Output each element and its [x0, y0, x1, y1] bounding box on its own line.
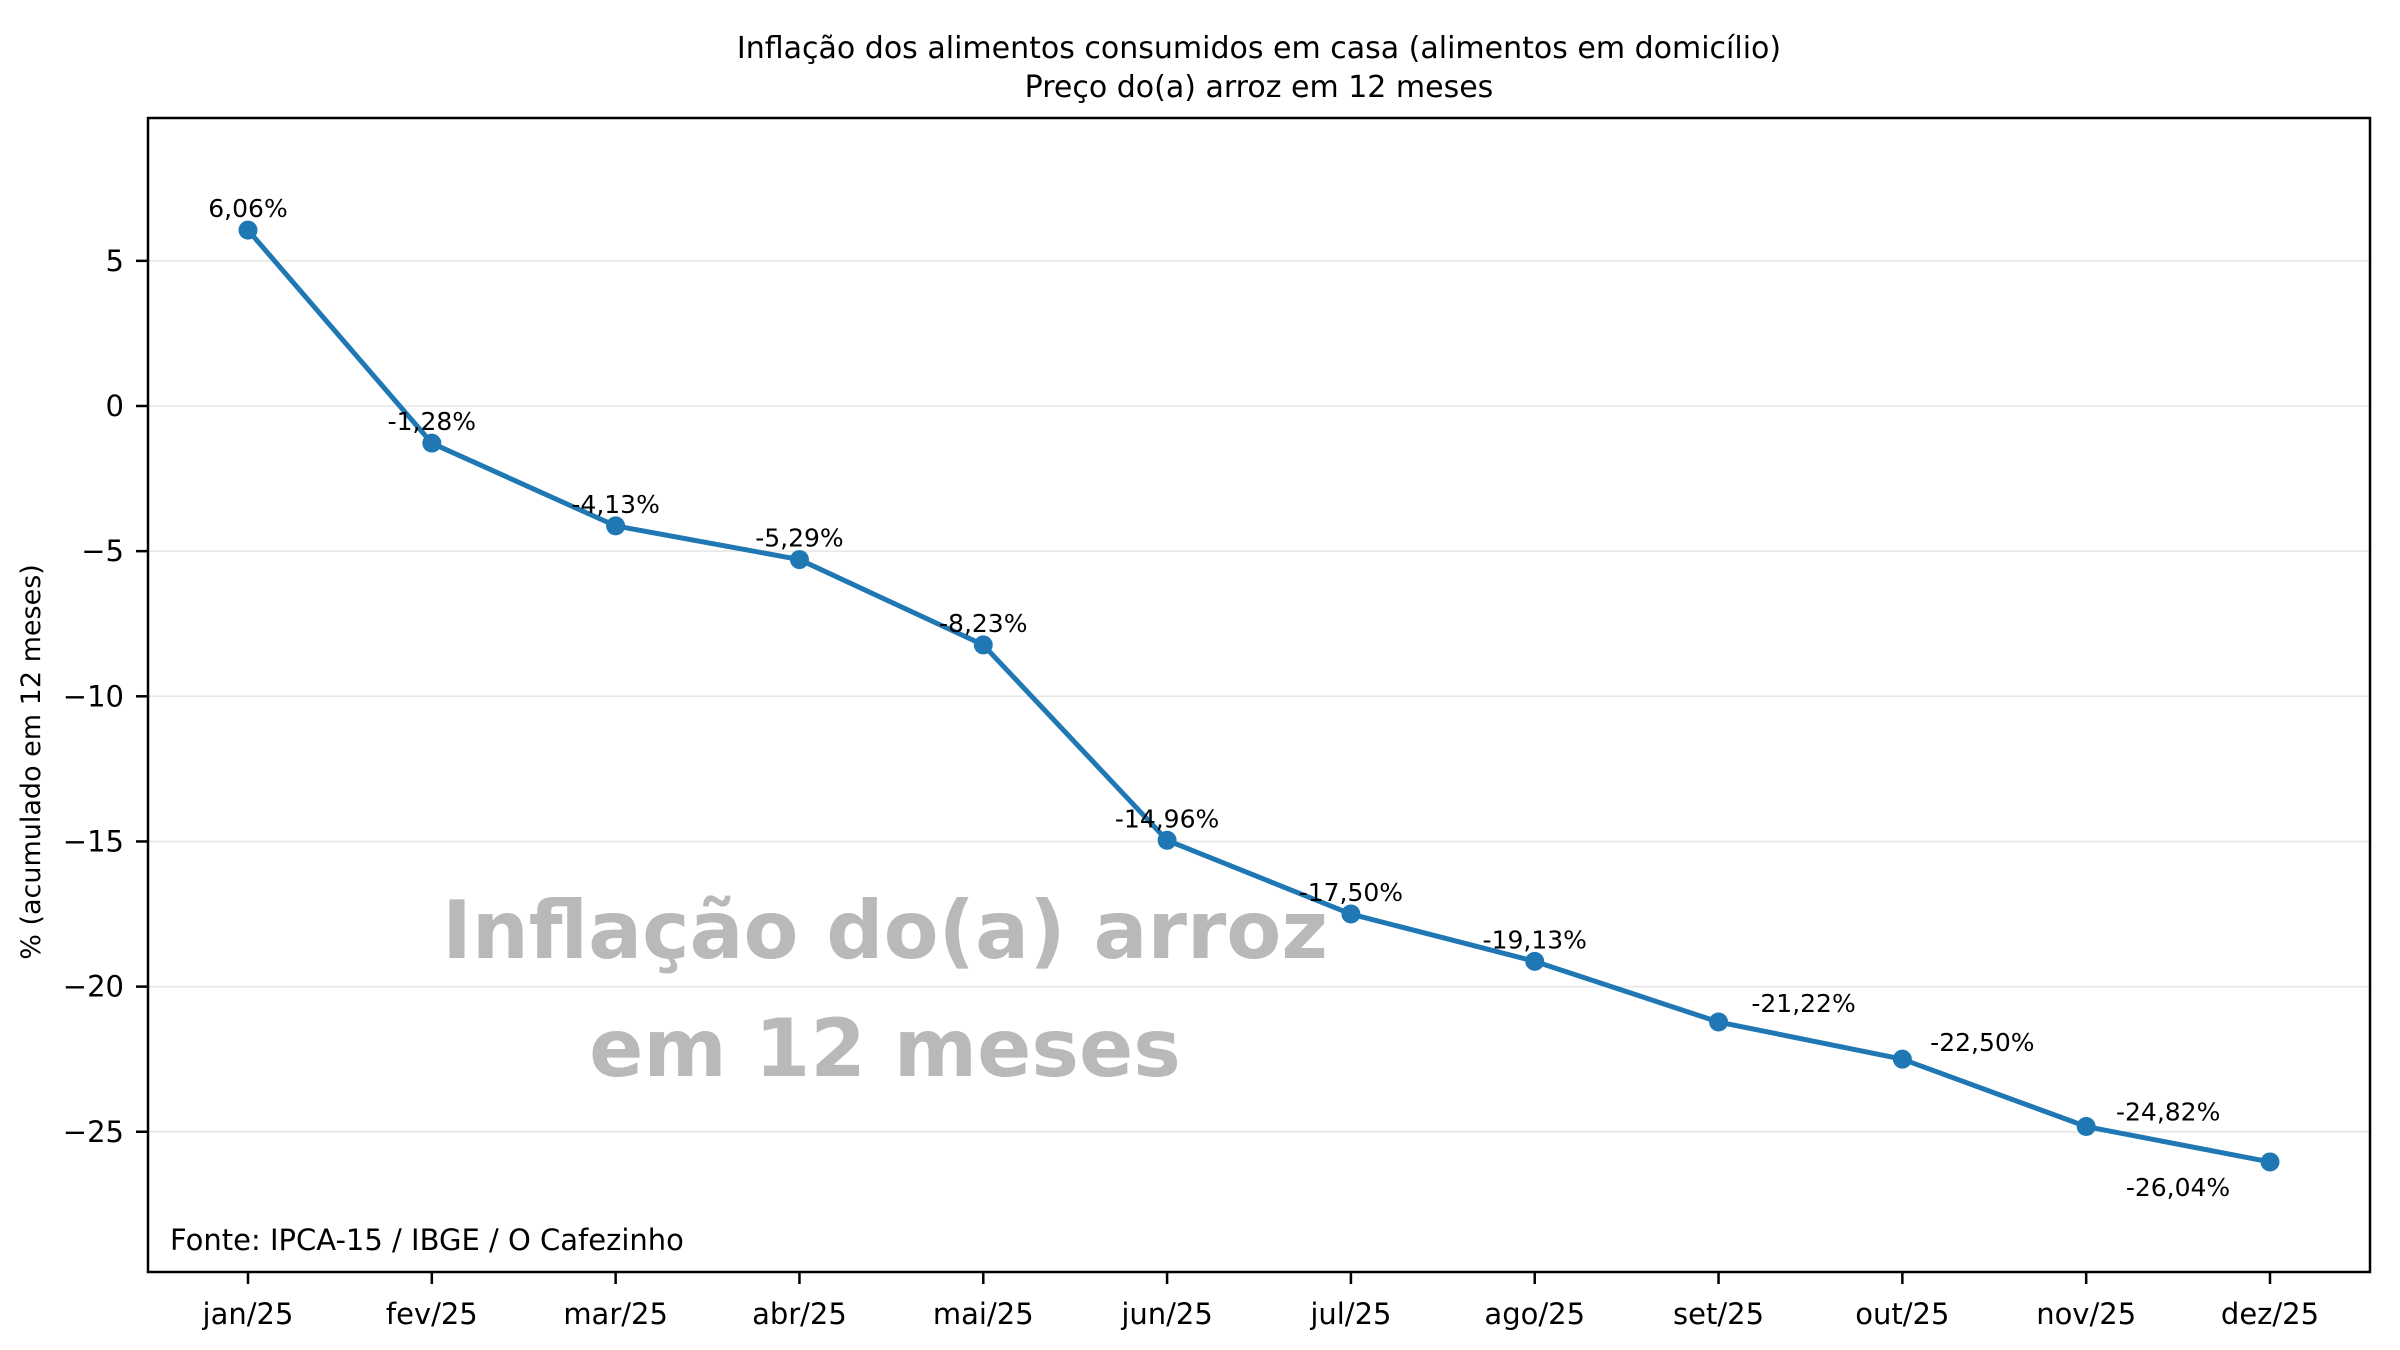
- data-point: [1892, 1049, 1912, 1069]
- data-point-label: -17,50%: [1299, 878, 1403, 907]
- data-line: [245, 227, 2273, 1165]
- x-tick-label: abr/25: [752, 1297, 847, 1331]
- watermark-line-1: Inflação do(a) arroz: [442, 884, 1328, 977]
- watermark-line-2: em 12 meses: [589, 1002, 1181, 1095]
- x-tick-label: fev/25: [386, 1297, 478, 1331]
- data-point-label: -19,13%: [1483, 925, 1587, 954]
- data-point: [789, 550, 809, 570]
- data-point-label: -24,82%: [2116, 1098, 2220, 1127]
- data-point-label: -22,50%: [1930, 1028, 2034, 1057]
- y-tick-label: 5: [106, 244, 124, 278]
- plot-border: [146, 116, 2372, 1274]
- data-point: [1709, 1012, 1729, 1032]
- x-tick-label: mar/25: [563, 1297, 668, 1331]
- data-point: [1525, 951, 1545, 971]
- x-tick-label: set/25: [1673, 1297, 1764, 1331]
- data-point: [1341, 904, 1361, 924]
- y-tick-label: −20: [63, 970, 124, 1004]
- x-tick-label: out/25: [1855, 1297, 1949, 1331]
- grid-layer: 5 0 −5 −10 −15 −20 −25 jan/25 fev/25 mar/25 abr/25…: [63, 116, 2372, 1331]
- series-layer: 6,06% -1,28% -4,13% -5,29% -8,23% -14,96% -17,…: [208, 194, 2280, 1202]
- y-tick-label: −5: [81, 534, 124, 568]
- data-point: [606, 516, 626, 536]
- data-point-label: -26,04%: [2126, 1173, 2230, 1202]
- y-tick-label: 0: [106, 389, 124, 423]
- x-tick-label: mai/25: [933, 1297, 1034, 1331]
- x-tick-label: ago/25: [1484, 1297, 1585, 1331]
- chart-title: Inflação dos alimentos consumidos em cas…: [737, 31, 1781, 66]
- x-tick-label: jun/25: [1120, 1297, 1213, 1331]
- data-point: [422, 433, 442, 453]
- y-tick-label: −15: [63, 824, 124, 858]
- data-point-label: -1,28%: [388, 407, 476, 436]
- x-tick-label: jul/25: [1309, 1297, 1391, 1331]
- y-tick-label: −25: [63, 1115, 124, 1149]
- data-point-label: -8,23%: [939, 609, 1027, 638]
- data-point: [2076, 1117, 2096, 1137]
- data-point-label: -21,22%: [1751, 989, 1855, 1018]
- data-point-label: -4,13%: [571, 490, 659, 519]
- chart-subtitle: Preço do(a) arroz em 12 meses: [1025, 70, 1494, 105]
- data-point: [1157, 830, 1177, 850]
- x-tick-label: jan/25: [202, 1297, 294, 1331]
- x-tick-label: dez/25: [2221, 1297, 2319, 1331]
- source-note: Fonte: IPCA-15 / IBGE / O Cafezinho: [170, 1223, 684, 1257]
- data-point-label: 6,06%: [208, 194, 287, 223]
- data-point-label: -5,29%: [755, 524, 843, 553]
- data-point-label: -14,96%: [1115, 804, 1219, 833]
- data-point: [238, 220, 258, 240]
- y-tick-label: −10: [63, 679, 124, 713]
- data-point: [2260, 1152, 2280, 1172]
- y-axis-label: % (acumulado em 12 meses): [16, 564, 47, 960]
- x-tick-label: nov/25: [2036, 1297, 2136, 1331]
- data-point: [973, 635, 993, 655]
